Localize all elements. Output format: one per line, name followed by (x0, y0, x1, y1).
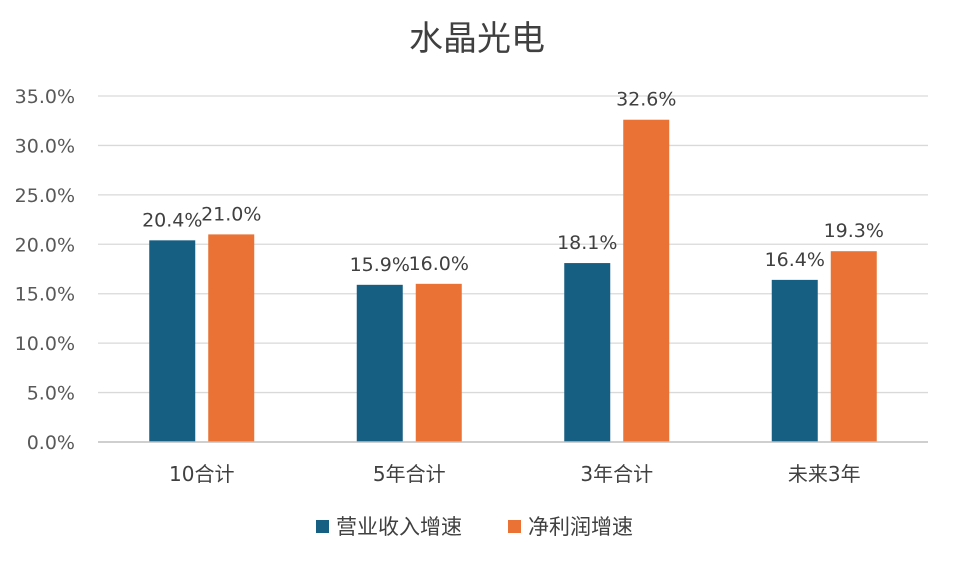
x-tick-label: 3年合计 (580, 462, 653, 486)
y-tick-label: 15.0% (15, 284, 75, 306)
chart-title: 水晶光电 (409, 19, 545, 59)
data-label: 20.4% (142, 209, 202, 231)
bar (830, 251, 877, 442)
data-label: 18.1% (557, 232, 617, 254)
data-label: 15.9% (350, 254, 410, 276)
legend-item: 营业收入增速 (316, 515, 462, 539)
bars (149, 119, 877, 443)
y-tick-label: 10.0% (15, 333, 75, 355)
y-axis-ticks: 0.0% 5.0% 10.0% 15.0% 20.0% 25.0% 30.0% 35.0% (15, 86, 75, 454)
bar (415, 283, 462, 442)
bar (623, 119, 670, 443)
x-axis-categories: 10合计 5年合计 3年合计 未来3年 (169, 462, 861, 486)
legend-label: 净利润增速 (528, 515, 633, 539)
x-tick-label: 5年合计 (373, 462, 446, 486)
y-tick-label: 5.0% (27, 383, 75, 405)
data-label: 32.6% (616, 89, 676, 111)
legend: 营业收入增速 净利润增速 (316, 515, 633, 539)
y-tick-label: 0.0% (27, 432, 75, 454)
bar (208, 234, 255, 442)
bar (771, 279, 818, 442)
y-tick-label: 30.0% (15, 135, 75, 157)
x-tick-label: 未来3年 (788, 462, 861, 486)
y-tick-label: 25.0% (15, 185, 75, 207)
data-label: 16.0% (409, 253, 469, 275)
y-tick-label: 35.0% (15, 86, 75, 108)
bar (149, 240, 196, 442)
x-tick-label: 10合计 (169, 462, 234, 486)
legend-swatch (508, 520, 521, 533)
data-label: 19.3% (824, 220, 884, 242)
legend-item: 净利润增速 (508, 515, 633, 539)
y-tick-label: 20.0% (15, 234, 75, 256)
data-label: 21.0% (201, 203, 261, 225)
bar (356, 284, 403, 442)
legend-label: 营业收入增速 (336, 515, 462, 539)
data-labels: 20.4%21.0% 15.9%16.0% 18.1% 32.6% 16.4% 19.3% (142, 89, 884, 276)
legend-swatch (316, 520, 329, 533)
bar (564, 263, 611, 442)
data-label: 16.4% (765, 249, 825, 271)
